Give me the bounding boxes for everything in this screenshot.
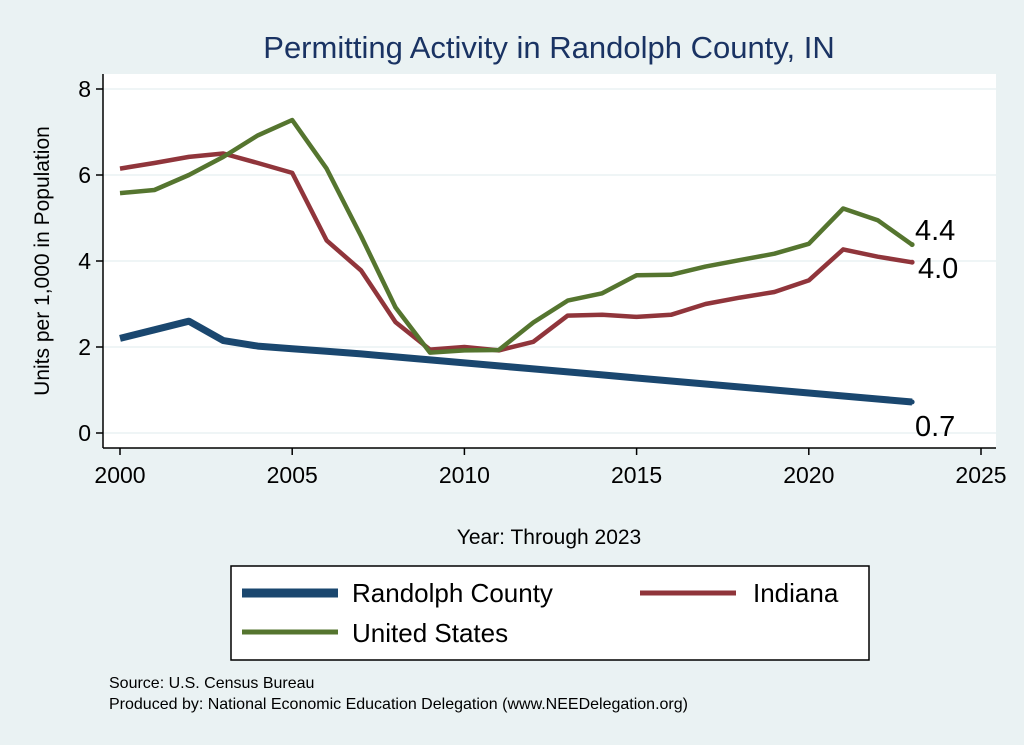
x-tick-label-2020: 2020 [783,462,834,488]
y-tick-label-0: 0 [78,420,91,446]
x-tick-label-2005: 2005 [267,462,318,488]
end-label-randolph-county: 0.7 [915,411,955,443]
end-label-united-states: 4.4 [915,215,955,247]
series-lines [119,117,915,406]
legend: Randolph County Indiana United States [230,565,870,661]
end-point-indiana [909,259,915,265]
x-axis-title: Year: Through 2023 [457,526,642,549]
end-point-united-states [909,242,915,248]
y-tick-label-4: 4 [78,248,91,274]
legend-box [230,565,870,661]
legend-label-united-states: United States [352,618,508,648]
y-tick-label-6: 6 [78,162,91,188]
y-tick-label-2: 2 [78,334,91,360]
series-line-randolph-county [119,317,913,406]
x-tick-label-2025: 2025 [955,462,1006,488]
end-labels: 0.7 4.0 4.4 [915,215,958,443]
y-tick-label-8: 8 [78,76,91,102]
legend-label-indiana: Indiana [753,578,839,608]
series-line-indiana [119,151,913,353]
end-point-randolph-county [909,399,915,405]
source-line-2: Produced by: National Economic Education… [109,696,688,713]
y-axis-title: Units per 1,000 in Population [31,126,54,396]
series-line-united-states [119,117,914,355]
chart-title: Permitting Activity in Randolph County, … [263,30,834,65]
x-tick-label-2015: 2015 [611,462,662,488]
x-tick-label-2000: 2000 [94,462,145,488]
axes: 0 2 4 6 8 2000 2005 2010 2015 2020 2025 [78,74,1007,488]
end-label-indiana: 4.0 [918,253,958,285]
legend-label-randolph-county: Randolph County [352,578,553,608]
x-tick-label-2010: 2010 [439,462,490,488]
source-line-1: Source: U.S. Census Bureau [109,675,314,692]
